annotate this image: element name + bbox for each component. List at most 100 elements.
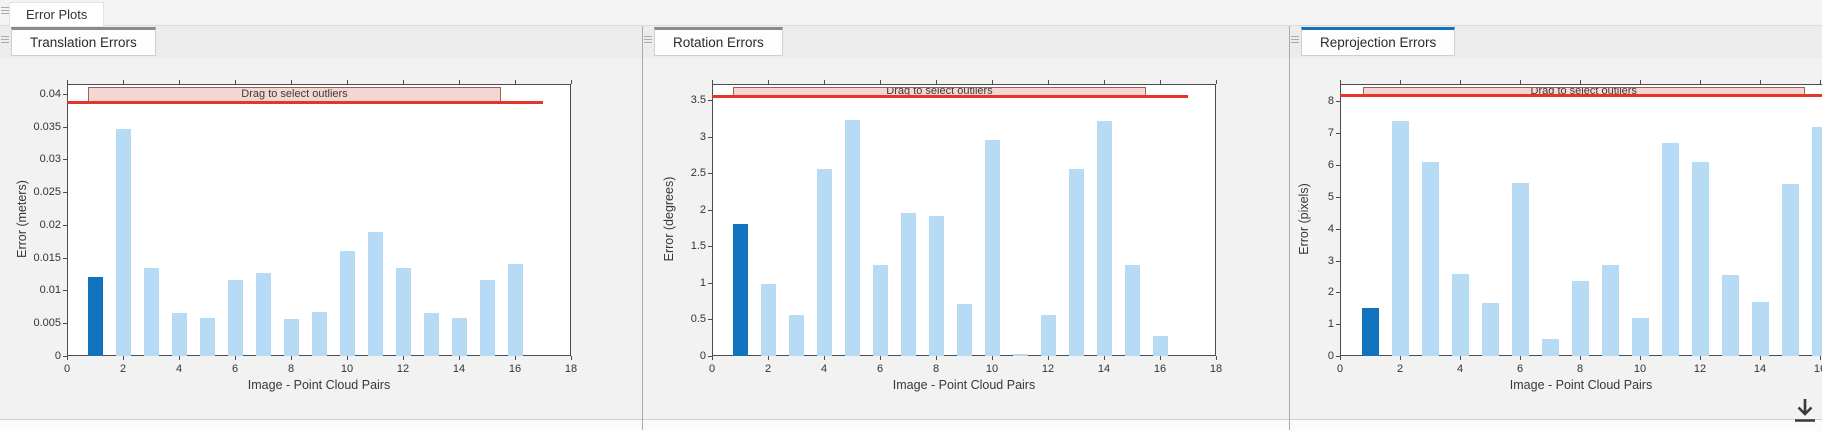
y-tick-label: 0.02 (17, 219, 61, 231)
x-tick-label: 12 (1694, 363, 1706, 375)
bar[interactable] (480, 280, 495, 356)
x-tick-mark (1520, 356, 1521, 360)
x-tick-mark (403, 356, 404, 360)
y-tick-label: 5 (1290, 191, 1334, 203)
bar[interactable] (368, 232, 383, 356)
bar[interactable] (144, 268, 159, 356)
x-tick-mark (1760, 356, 1761, 360)
bar[interactable] (1572, 281, 1589, 356)
bar[interactable] (284, 319, 299, 356)
y-tick-mark (1336, 133, 1340, 134)
bar[interactable] (1752, 302, 1769, 356)
bar[interactable] (312, 312, 327, 356)
bar[interactable] (1125, 265, 1140, 356)
export-figure-icon[interactable] (1792, 397, 1818, 425)
x-axis-label: Image - Point Cloud Pairs (712, 378, 1216, 392)
x-tick-mark (1700, 356, 1701, 360)
tab-rotation-errors[interactable]: Rotation Errors (654, 27, 783, 56)
x-tick-mark-top (1520, 80, 1521, 84)
bar[interactable] (508, 264, 523, 356)
bar[interactable] (200, 318, 215, 356)
x-tick-mark-top (1460, 80, 1461, 84)
bar[interactable] (256, 273, 271, 356)
y-tick-label: 0.015 (17, 252, 61, 264)
figure-tab-bar-translation: Translation Errors (0, 26, 642, 58)
y-tick-label: 3.5 (662, 94, 706, 106)
x-axis-label: Image - Point Cloud Pairs (67, 378, 571, 392)
bar[interactable] (1097, 121, 1112, 356)
y-tick-mark (1336, 197, 1340, 198)
y-tick-mark (63, 192, 67, 193)
bar[interactable] (1153, 336, 1168, 356)
selected-bar[interactable] (1362, 308, 1379, 356)
bar[interactable] (929, 216, 944, 356)
bar[interactable] (985, 140, 1000, 356)
y-tick-mark (1336, 324, 1340, 325)
x-tick-mark (1400, 356, 1401, 360)
bar[interactable] (845, 120, 860, 356)
bar[interactable] (1632, 318, 1649, 356)
bar[interactable] (817, 169, 832, 356)
bar[interactable] (789, 315, 804, 356)
bar[interactable] (452, 318, 467, 356)
x-tick-mark (1580, 356, 1581, 360)
x-tick-label: 10 (986, 363, 998, 375)
bar[interactable] (1782, 184, 1799, 356)
drag-grip-icon[interactable] (644, 36, 652, 43)
outlier-select-band[interactable]: Drag to select outliers (88, 87, 501, 102)
bar[interactable] (228, 280, 243, 356)
x-tick-mark (1216, 356, 1217, 360)
bar[interactable] (761, 284, 776, 356)
document-tab-bar: Error Plots (0, 0, 1822, 26)
bar[interactable] (1602, 265, 1619, 356)
panel-splitter[interactable] (1289, 26, 1290, 430)
x-tick-mark (1640, 356, 1641, 360)
x-axis-label: Image - Point Cloud Pairs (1340, 378, 1822, 392)
bar[interactable] (901, 213, 916, 356)
x-tick-mark (824, 356, 825, 360)
y-tick-label: 0 (17, 350, 61, 362)
bar[interactable] (1812, 127, 1822, 356)
drag-grip-icon[interactable] (1, 36, 9, 43)
selected-bar[interactable] (88, 277, 103, 356)
x-tick-mark-top (571, 80, 572, 84)
drag-grip-icon[interactable] (1291, 36, 1299, 43)
y-tick-mark (708, 137, 712, 138)
x-tick-mark (712, 356, 713, 360)
bar[interactable] (116, 129, 131, 356)
tab-error-plots[interactable]: Error Plots (9, 2, 104, 26)
bar[interactable] (1512, 183, 1529, 356)
bar[interactable] (1542, 339, 1559, 356)
bar[interactable] (1069, 169, 1084, 356)
bar[interactable] (424, 313, 439, 356)
bar[interactable] (1041, 315, 1056, 356)
y-tick-label: 2 (1290, 286, 1334, 298)
tab-translation-errors[interactable]: Translation Errors (11, 27, 156, 56)
bar[interactable] (396, 268, 411, 356)
bar[interactable] (1692, 162, 1709, 356)
threshold-line (67, 101, 543, 104)
selected-bar[interactable] (733, 224, 748, 356)
bar[interactable] (340, 251, 355, 356)
tab-reprojection-errors[interactable]: Reprojection Errors (1301, 27, 1455, 56)
panel-splitter[interactable] (642, 26, 643, 430)
x-tick-mark-top (768, 80, 769, 84)
bar[interactable] (873, 265, 888, 356)
bar[interactable] (1392, 121, 1409, 356)
drag-grip-icon[interactable] (1, 7, 9, 14)
bar[interactable] (1422, 162, 1439, 356)
bar[interactable] (1662, 143, 1679, 356)
x-tick-label: 12 (1042, 363, 1054, 375)
threshold-line (712, 95, 1188, 98)
bar[interactable] (1482, 303, 1499, 356)
bar[interactable] (957, 304, 972, 356)
y-tick-mark (708, 210, 712, 211)
bar[interactable] (172, 313, 187, 356)
bar[interactable] (1013, 354, 1028, 356)
x-tick-mark-top (1160, 80, 1161, 84)
x-tick-label: 0 (1337, 363, 1343, 375)
bar[interactable] (1722, 275, 1739, 356)
bar[interactable] (1452, 274, 1469, 356)
x-tick-mark-top (1820, 80, 1821, 84)
